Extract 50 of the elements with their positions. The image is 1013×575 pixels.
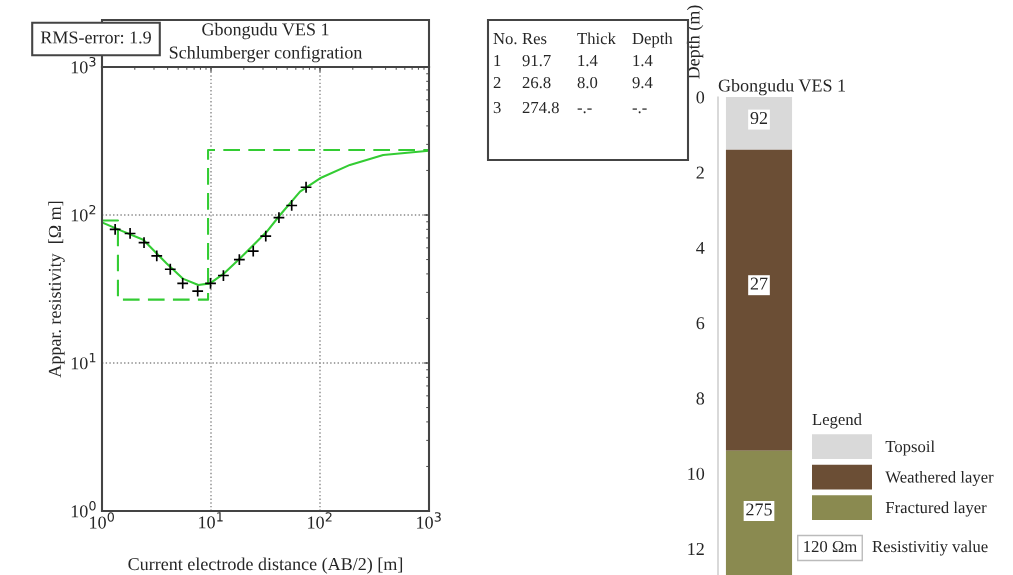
legend-label: Fractured layer bbox=[885, 501, 987, 517]
text: 2 26.8 8.0 9.4 bbox=[493, 76, 653, 89]
point bbox=[299, 181, 313, 194]
y-axis-title: Appar. resistivity [Ω m] bbox=[48, 201, 65, 378]
x-axis-title: Current electrode distance (AB/2) [m] bbox=[128, 557, 403, 574]
text: No. Res Thick Depth bbox=[493, 32, 673, 48]
point bbox=[217, 269, 230, 282]
text: 120 Ωm bbox=[804, 540, 857, 553]
point bbox=[285, 199, 298, 212]
point bbox=[272, 211, 286, 224]
x-tick-label: 10$^{2}$ bbox=[308, 512, 332, 529]
point bbox=[191, 284, 204, 298]
point bbox=[204, 277, 217, 290]
text: 1 91.7 1.4 1.4 bbox=[494, 54, 653, 67]
y-tick-label: 10$^{1}$ bbox=[71, 353, 96, 370]
point bbox=[123, 227, 137, 240]
annotation: 275 bbox=[746, 503, 772, 516]
annotation: 92 bbox=[750, 111, 768, 125]
y-tick-label: 12 bbox=[688, 542, 704, 555]
chart-title: Gbongudu VES 1 bbox=[718, 78, 845, 96]
point bbox=[247, 244, 260, 258]
point bbox=[150, 249, 163, 263]
y-tick-label: 2 bbox=[696, 166, 704, 179]
point bbox=[108, 223, 122, 236]
legend-title: Legend bbox=[812, 413, 862, 429]
y-tick-label: 4 bbox=[696, 241, 705, 254]
text: 3 274.8 -.- -.- bbox=[493, 101, 647, 114]
text: Resistivitiy value bbox=[872, 540, 988, 556]
legend-label: Topsoil bbox=[885, 440, 935, 456]
y-tick-label: 10 bbox=[688, 467, 705, 480]
annotation: 27 bbox=[750, 277, 768, 290]
bar bbox=[725, 149, 793, 451]
point bbox=[233, 253, 246, 266]
point bbox=[164, 263, 177, 276]
y-tick-label: 0 bbox=[696, 91, 705, 104]
x-tick-label: 10$^{3}$ bbox=[417, 512, 441, 529]
x-tick-label: 10$^{1}$ bbox=[199, 512, 223, 529]
point bbox=[137, 236, 151, 249]
chart-subtitle: Schlumberger configration bbox=[169, 45, 363, 63]
bar bbox=[725, 450, 793, 575]
legend-label: Weathered layer bbox=[885, 470, 994, 487]
y-tick-label: 8 bbox=[696, 392, 705, 405]
chart-title: Gbongudu VES 1 bbox=[202, 22, 329, 40]
y-tick-label: 10$^{2}$ bbox=[71, 204, 96, 222]
text: RMS-error: 1.9 bbox=[40, 31, 151, 44]
point bbox=[176, 277, 189, 290]
y-tick-label: 6 bbox=[696, 317, 705, 330]
x-tick-label: 10$^{0}$ bbox=[90, 512, 114, 529]
point bbox=[259, 229, 272, 243]
y-tick-label: 10$^{3}$ bbox=[71, 56, 96, 74]
